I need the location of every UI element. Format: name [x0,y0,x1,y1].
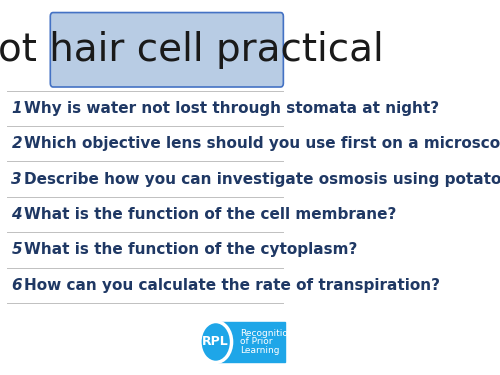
Text: 1: 1 [12,101,22,116]
FancyBboxPatch shape [213,321,285,363]
Text: 6: 6 [12,278,22,293]
Text: Learning: Learning [240,346,280,355]
Text: Root hair cell practical: Root hair cell practical [0,31,384,69]
Text: How can you calculate the rate of transpiration?: How can you calculate the rate of transp… [24,278,440,293]
Text: of Prior: of Prior [240,338,272,346]
Text: What is the function of the cytoplasm?: What is the function of the cytoplasm? [24,242,358,257]
Text: Describe how you can investigate osmosis using potato cylinders.: Describe how you can investigate osmosis… [24,172,500,187]
Text: What is the function of the cell membrane?: What is the function of the cell membran… [24,207,397,222]
Text: Why is water not lost through stomata at night?: Why is water not lost through stomata at… [24,101,440,116]
Text: 3: 3 [12,172,22,187]
Circle shape [200,321,232,363]
FancyBboxPatch shape [50,12,284,87]
Text: 5: 5 [12,242,22,257]
Text: 2: 2 [12,136,22,151]
Text: Recognition: Recognition [240,329,294,338]
Text: RPL: RPL [202,336,229,348]
Text: Which objective lens should you use first on a microscope?: Which objective lens should you use firs… [24,136,500,151]
Text: 4: 4 [12,207,22,222]
